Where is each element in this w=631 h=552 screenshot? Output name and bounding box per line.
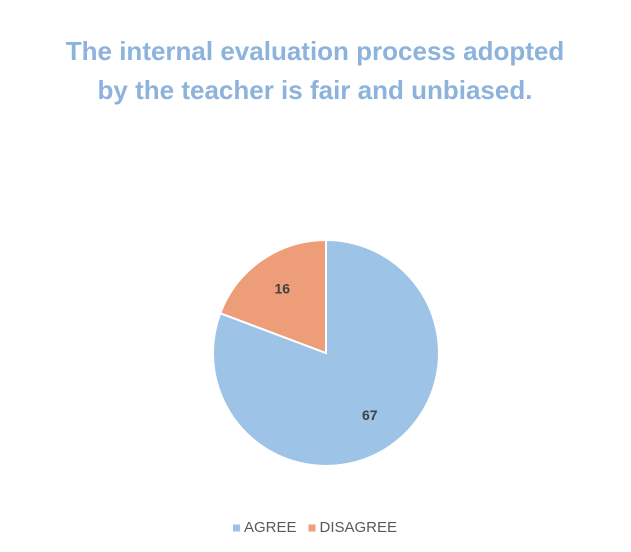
legend-marker	[232, 524, 240, 532]
data-label: 16	[274, 281, 290, 297]
pie-slice	[218, 238, 327, 355]
chart-title: The internal evaluation process adopted …	[65, 36, 565, 105]
legend-marker	[308, 524, 316, 532]
data-label: 67	[362, 407, 378, 423]
legend-label: DISAGREE	[319, 519, 397, 536]
legend-label: AGREE	[244, 519, 297, 536]
